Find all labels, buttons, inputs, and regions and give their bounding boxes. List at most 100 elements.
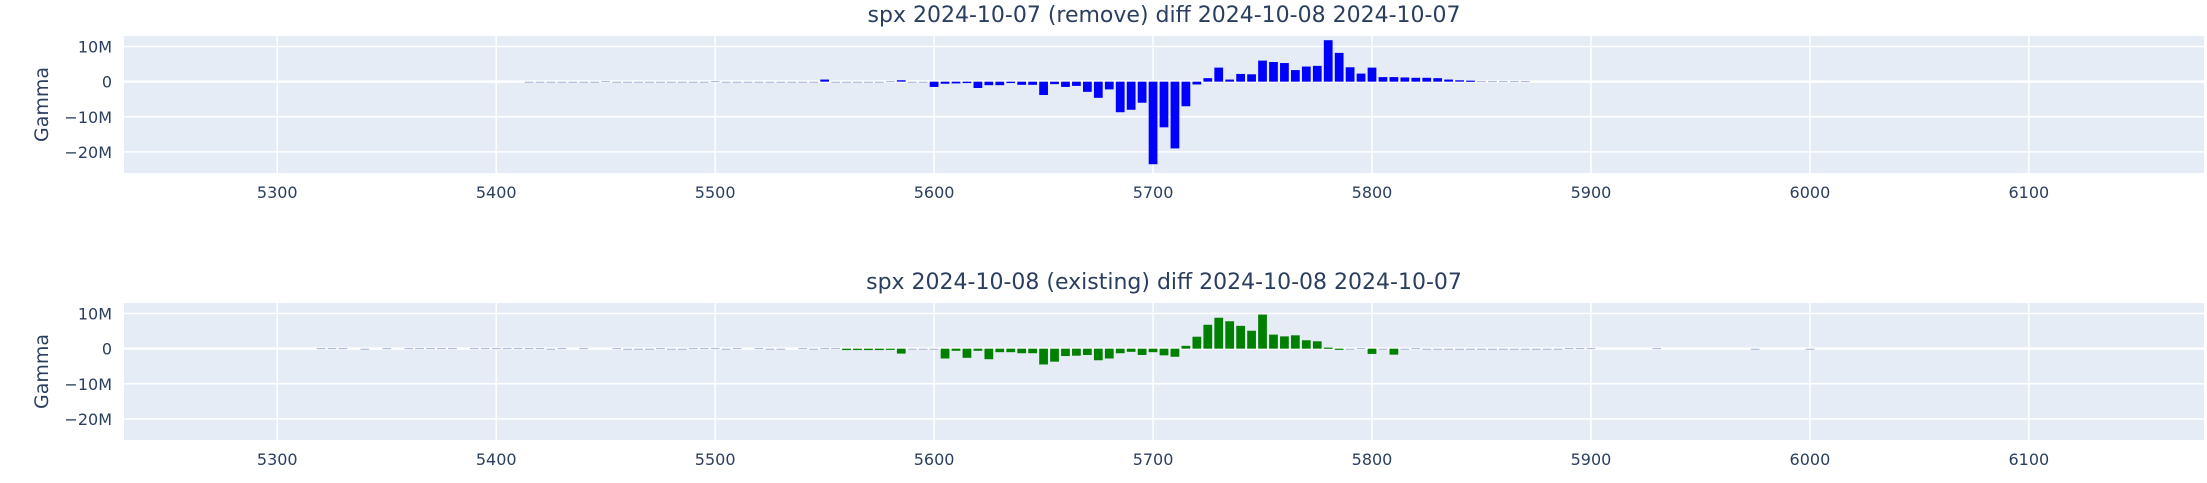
y-tick-label: −20M [64, 143, 112, 162]
x-tick-label: 6000 [1790, 450, 1831, 469]
y-tick-label: −20M [64, 410, 112, 429]
bar [1104, 81, 1114, 90]
bar [448, 347, 457, 350]
bar [1039, 81, 1048, 96]
bar [798, 347, 808, 350]
bar [1006, 348, 1016, 353]
bar [1323, 40, 1333, 82]
bar [1148, 348, 1158, 353]
bar [688, 347, 698, 350]
bar [1050, 348, 1059, 362]
bar [1126, 81, 1136, 110]
bar [820, 347, 830, 350]
bar [1247, 330, 1256, 349]
bar [1017, 348, 1027, 354]
bar [1488, 348, 1497, 350]
bar [1280, 336, 1289, 349]
x-tick-label: 5600 [914, 183, 955, 202]
bar [1236, 73, 1246, 82]
bar [1258, 314, 1267, 349]
bar [1444, 348, 1454, 350]
bar [907, 348, 917, 350]
bar [1477, 80, 1486, 83]
bar [1498, 80, 1508, 83]
bar [1203, 78, 1213, 82]
y-tick-label: 10M [78, 38, 112, 57]
bar [1203, 324, 1213, 349]
bar [864, 81, 873, 83]
bar [1181, 81, 1191, 107]
bar [1455, 348, 1464, 350]
bar [1509, 348, 1519, 350]
bar [1411, 77, 1421, 82]
bar [656, 81, 665, 83]
bar [973, 348, 983, 351]
bar [710, 80, 720, 83]
x-tick-label: 5500 [695, 450, 736, 469]
bar [502, 347, 512, 350]
x-tick-label: 5300 [257, 183, 298, 202]
bar [1006, 81, 1016, 84]
bar [645, 81, 654, 83]
x-tick-label: 5900 [1571, 183, 1612, 202]
bar [1378, 348, 1388, 350]
bar [842, 81, 851, 83]
bar [1269, 61, 1278, 82]
bar [1312, 341, 1322, 349]
bar [1422, 348, 1432, 350]
bar [754, 81, 764, 83]
bar [1301, 66, 1311, 82]
bar [634, 81, 643, 83]
bar [1575, 347, 1585, 350]
bar [634, 348, 643, 350]
bar [491, 347, 501, 350]
bar [995, 348, 1005, 353]
bar [404, 347, 414, 350]
bar [1104, 348, 1114, 359]
bar [765, 81, 775, 83]
bar [612, 347, 622, 350]
bar [864, 348, 873, 351]
y-axis-title: Gamma [31, 334, 53, 409]
bar [568, 81, 578, 83]
bar [1082, 348, 1092, 355]
bar [590, 81, 600, 83]
bar [765, 348, 775, 350]
bar [1586, 347, 1596, 350]
x-tick-label: 5700 [1133, 183, 1174, 202]
bar [1389, 77, 1399, 82]
bar [787, 81, 797, 83]
bar [1192, 81, 1202, 85]
bar [524, 81, 534, 83]
bar [1400, 348, 1410, 350]
bar [918, 81, 928, 83]
bar [1039, 348, 1048, 365]
bar [699, 81, 709, 83]
bar [1017, 81, 1027, 85]
bar [338, 347, 348, 350]
bar [1542, 348, 1552, 350]
bar [1334, 348, 1344, 350]
bar [1061, 81, 1070, 87]
bar [896, 348, 906, 354]
bar [557, 81, 567, 83]
bar [809, 348, 819, 350]
bar [1345, 348, 1355, 350]
subplot-2: 10M 0 −10M −20M 5300 5400 5500 5600 5700 5800 5900… [31, 270, 2204, 469]
x-tick-label: 5400 [476, 450, 517, 469]
bar [1093, 348, 1103, 361]
bar [896, 80, 906, 82]
bar [984, 348, 994, 360]
bar [754, 347, 764, 350]
bar [1093, 81, 1103, 98]
bar [1509, 80, 1519, 83]
bar [1345, 67, 1355, 82]
bar [1312, 65, 1322, 82]
bar [1356, 347, 1366, 350]
bar [962, 348, 972, 358]
bar [1444, 79, 1454, 82]
bar [1159, 348, 1169, 356]
bar [524, 347, 534, 350]
